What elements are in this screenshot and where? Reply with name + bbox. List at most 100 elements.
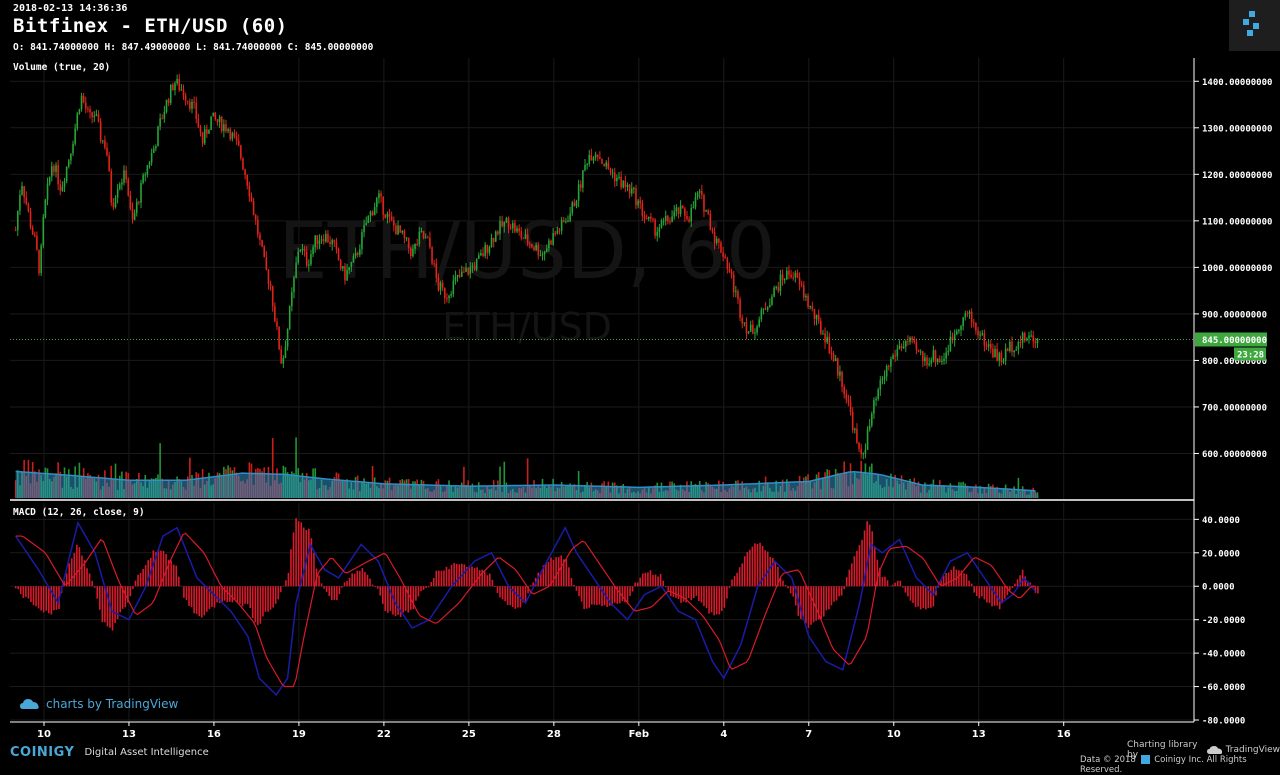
macd-histogram-bar <box>295 518 297 586</box>
candle-body <box>769 305 771 308</box>
macd-histogram-bar <box>224 586 226 600</box>
volume-indicator-label[interactable]: Volume (true, 20) <box>13 62 110 73</box>
candle-body <box>580 184 582 187</box>
macd-histogram-bar <box>578 586 580 596</box>
price-tick-label: 1200.00000000 <box>1202 171 1272 181</box>
candle-body <box>720 243 722 253</box>
candle-body <box>824 333 826 342</box>
candle-body <box>629 185 631 194</box>
macd-histogram-bar <box>693 586 695 598</box>
candle-body <box>896 349 898 356</box>
macd-histogram-bar <box>81 556 83 587</box>
candle-body <box>763 308 765 309</box>
candle-body <box>64 181 66 186</box>
macd-histogram-bar <box>356 571 358 586</box>
candle-body <box>894 355 896 356</box>
candle-body <box>389 214 391 217</box>
macd-histogram-bar <box>140 573 142 586</box>
candle-body <box>289 306 291 329</box>
candle-body <box>91 112 93 117</box>
candle-body <box>544 252 546 254</box>
candle-body <box>385 214 387 217</box>
macd-histogram-bar <box>53 586 55 610</box>
macd-histogram-bar <box>978 586 980 598</box>
macd-histogram-bar <box>326 586 328 592</box>
macd-histogram-bar <box>1004 586 1006 599</box>
candle-body <box>714 232 716 243</box>
candle-body <box>678 207 680 214</box>
candle-body <box>472 266 474 267</box>
macd-histogram-bar <box>257 586 259 625</box>
candle-body <box>440 283 442 290</box>
candle-body <box>393 220 395 225</box>
candle-body <box>87 109 89 110</box>
macd-histogram-bar <box>351 573 353 586</box>
macd-histogram-bar <box>861 540 863 586</box>
candle-body <box>387 214 389 218</box>
candle-body <box>351 262 353 267</box>
candle-body <box>799 277 801 284</box>
candle-body <box>879 380 881 389</box>
candle-body <box>79 109 81 113</box>
candle-body <box>34 235 36 236</box>
macd-histogram-bar <box>244 586 246 604</box>
candle-body <box>323 239 325 241</box>
candle-body <box>593 158 595 161</box>
macd-histogram-bar <box>17 586 19 589</box>
candle-body <box>503 222 505 226</box>
candle-body <box>516 228 518 231</box>
candle-body <box>142 175 144 183</box>
macd-histogram-bar <box>782 581 784 587</box>
tradingview-badge[interactable]: charts by TradingView <box>20 697 178 711</box>
candle-body <box>208 130 210 134</box>
candle-body <box>96 114 98 116</box>
candle-body <box>527 234 529 243</box>
date-tick-label: 25 <box>462 729 476 740</box>
coinigy-logo-icon <box>1229 0 1280 51</box>
candle-body <box>633 188 635 189</box>
macd-histogram-bar <box>99 586 101 609</box>
macd-histogram-bar <box>576 586 578 591</box>
candle-body <box>924 357 926 361</box>
candle-body <box>127 179 129 195</box>
candle-body <box>300 250 302 251</box>
candle-body <box>905 341 907 346</box>
candle-body <box>608 162 610 168</box>
candle-body <box>520 231 522 237</box>
macd-histogram-bar <box>846 577 848 586</box>
candle-body <box>397 226 399 235</box>
macd-histogram-bar <box>662 581 664 587</box>
candle-body <box>89 109 91 112</box>
candle-body <box>865 450 867 454</box>
candle-body <box>132 209 134 220</box>
macd-histogram-bar <box>614 586 616 602</box>
coinigy-logo-button[interactable] <box>1229 0 1280 51</box>
macd-histogram-bar <box>976 586 978 596</box>
candle-body <box>159 118 161 126</box>
candle-body <box>584 165 586 170</box>
copyright-text: Data © 2018 <box>1080 755 1136 765</box>
macd-histogram-bar <box>423 586 425 590</box>
candle-body <box>463 272 465 273</box>
macd-indicator-label[interactable]: MACD (12, 26, close, 9) <box>13 507 145 518</box>
candle-body <box>446 298 448 299</box>
macd-histogram-bar <box>854 556 856 586</box>
candle-body <box>901 346 903 348</box>
candle-body <box>249 186 251 197</box>
macd-histogram-bar <box>489 574 491 587</box>
candle-body <box>412 249 414 256</box>
candle-body <box>382 197 384 215</box>
macd-histogram-bar <box>688 586 690 598</box>
candle-body <box>712 230 714 232</box>
macd-histogram-bar <box>175 566 177 587</box>
candle-body <box>110 171 112 203</box>
candle-body <box>93 116 95 117</box>
candle-body <box>312 247 314 254</box>
macd-histogram-bar <box>530 585 532 586</box>
candle-body <box>839 372 841 376</box>
macd-histogram-bar <box>458 564 460 586</box>
candle-body <box>911 337 913 340</box>
candle-body <box>17 211 19 230</box>
macd-histogram-bar <box>910 586 912 600</box>
candle-body <box>697 193 699 197</box>
